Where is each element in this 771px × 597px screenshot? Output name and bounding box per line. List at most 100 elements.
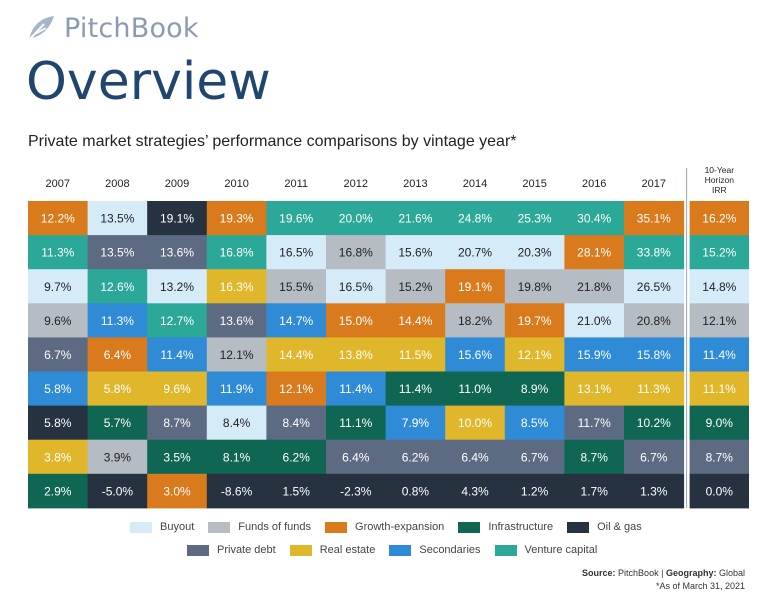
cell-buyout (624, 269, 685, 304)
cell-secondaries (326, 371, 387, 407)
cell-value-label: 8.7% (163, 416, 191, 430)
cell-private-debt (504, 439, 565, 475)
cell-value-label: 12.7% (160, 314, 194, 328)
irr-cell-infrastructure (689, 405, 749, 441)
cell-value-label: 11.4% (160, 348, 193, 362)
legend-label: Private debt (217, 544, 276, 556)
cell-value-label: -5.0% (102, 484, 134, 498)
cell-value-label: 12.6% (100, 280, 134, 294)
cell-value-label: 1.5% (283, 484, 311, 498)
cell-value-label: 25.3% (518, 212, 552, 226)
cell-value-label: 1.7% (581, 484, 609, 498)
cell-infrastructure (504, 371, 565, 407)
irr-header-line: Horizon (705, 175, 735, 185)
cell-value-label: 0.8% (402, 484, 430, 498)
cell-venture-capital (147, 303, 208, 338)
cell-secondaries (385, 405, 446, 441)
source-separator: | (661, 568, 664, 578)
irr-value-label: 0.0% (706, 484, 734, 498)
legend-item-funds-of-funds: Funds of funds (208, 521, 311, 533)
cell-private-debt (206, 303, 267, 338)
cell-venture-capital (564, 201, 625, 236)
column-header-2010: 2010 (224, 178, 248, 190)
cell-value-label: 6.4% (104, 348, 132, 362)
cell-value-label: 5.8% (104, 382, 132, 396)
cell-value-label: -2.3% (340, 484, 372, 498)
irr-header-line: IRR (712, 185, 727, 195)
cell-growth-expansion (504, 303, 565, 338)
cell-real-estate (147, 371, 208, 407)
cell-real-estate (326, 337, 387, 372)
cell-value-label: 15.6% (458, 348, 492, 362)
cell-value-label: 5.8% (44, 416, 72, 430)
cell-value-label: 20.3% (518, 246, 552, 260)
legend-label: Buyout (160, 521, 195, 533)
cell-private-debt (28, 337, 89, 372)
cell-value-label: 16.5% (279, 246, 313, 260)
cell-value-label: 16.8% (339, 246, 373, 260)
cell-infrastructure (266, 439, 327, 475)
cell-infrastructure (87, 405, 148, 441)
cell-growth-expansion (206, 201, 267, 236)
cell-value-label: 10.2% (637, 416, 671, 430)
cell-value-label: 6.4% (342, 450, 370, 464)
cell-private-debt (326, 439, 387, 475)
cell-real-estate (385, 337, 446, 372)
irr-value-label: 12.1% (702, 314, 736, 328)
cell-venture-capital (87, 269, 148, 304)
cell-infrastructure (206, 439, 267, 475)
legend-swatch (325, 521, 348, 533)
cell-value-label: 13.2% (160, 280, 194, 294)
cell-secondaries (206, 371, 267, 407)
cell-value-label: 9.6% (44, 314, 72, 328)
cell-buyout (564, 303, 625, 338)
legend-swatch (208, 521, 231, 533)
cell-value-label: 5.8% (44, 382, 72, 396)
cell-value-label: 16.5% (339, 280, 373, 294)
cell-real-estate (28, 439, 89, 475)
cell-value-label: 11.9% (220, 382, 253, 396)
cell-value-label: 19.8% (518, 280, 552, 294)
cell-value-label: 12.2% (41, 212, 75, 226)
cell-value-label: 12.1% (279, 382, 313, 396)
cell-buyout (326, 269, 387, 304)
column-header-2011: 2011 (284, 178, 308, 190)
cell-funds-of-funds (385, 269, 446, 304)
cell-value-label: 6.7% (44, 348, 72, 362)
pitchbook-leaf-icon (28, 16, 54, 41)
legend-label: Funds of funds (238, 521, 312, 533)
cell-value-label: 3.5% (163, 450, 191, 464)
cell-infrastructure (326, 405, 387, 441)
irr-header-line: 10-Year (705, 165, 735, 175)
column-header-2007: 2007 (46, 178, 70, 190)
cell-value-label: 11.4% (339, 382, 372, 396)
column-header-2013: 2013 (403, 178, 427, 190)
cell-value-label: 19.1% (458, 280, 492, 294)
cell-oil-gas (147, 201, 208, 236)
legend-label: Secondaries (419, 544, 481, 556)
cell-infrastructure (28, 473, 89, 509)
cell-value-label: 6.2% (283, 450, 311, 464)
pitchbook-logo: PitchBook (26, 10, 199, 46)
cell-real-estate (564, 371, 625, 407)
cell-value-label: 30.4% (577, 212, 611, 226)
cell-real-estate (624, 371, 685, 407)
cell-value-label: 10.0% (458, 416, 492, 430)
cell-funds-of-funds (266, 269, 327, 304)
cell-growth-expansion (326, 303, 387, 338)
cell-value-label: 1.3% (640, 484, 668, 498)
irr-cell-buyout (689, 269, 749, 304)
cell-venture-capital (445, 201, 506, 236)
legend-swatch (130, 521, 152, 533)
cell-real-estate (87, 371, 148, 407)
cell-buyout (385, 235, 446, 270)
cell-value-label: 13.8% (339, 348, 373, 362)
cell-value-label: 8.9% (521, 382, 549, 396)
cell-funds-of-funds (28, 303, 89, 338)
cell-value-label: 14.4% (279, 348, 313, 362)
legend-item-real-estate: Real estate (289, 544, 375, 556)
column-header-2017: 2017 (642, 178, 666, 190)
legend-item-private-debt: Private debt (187, 544, 276, 556)
irr-cell-secondaries (689, 337, 749, 372)
cell-private-debt (564, 405, 625, 441)
